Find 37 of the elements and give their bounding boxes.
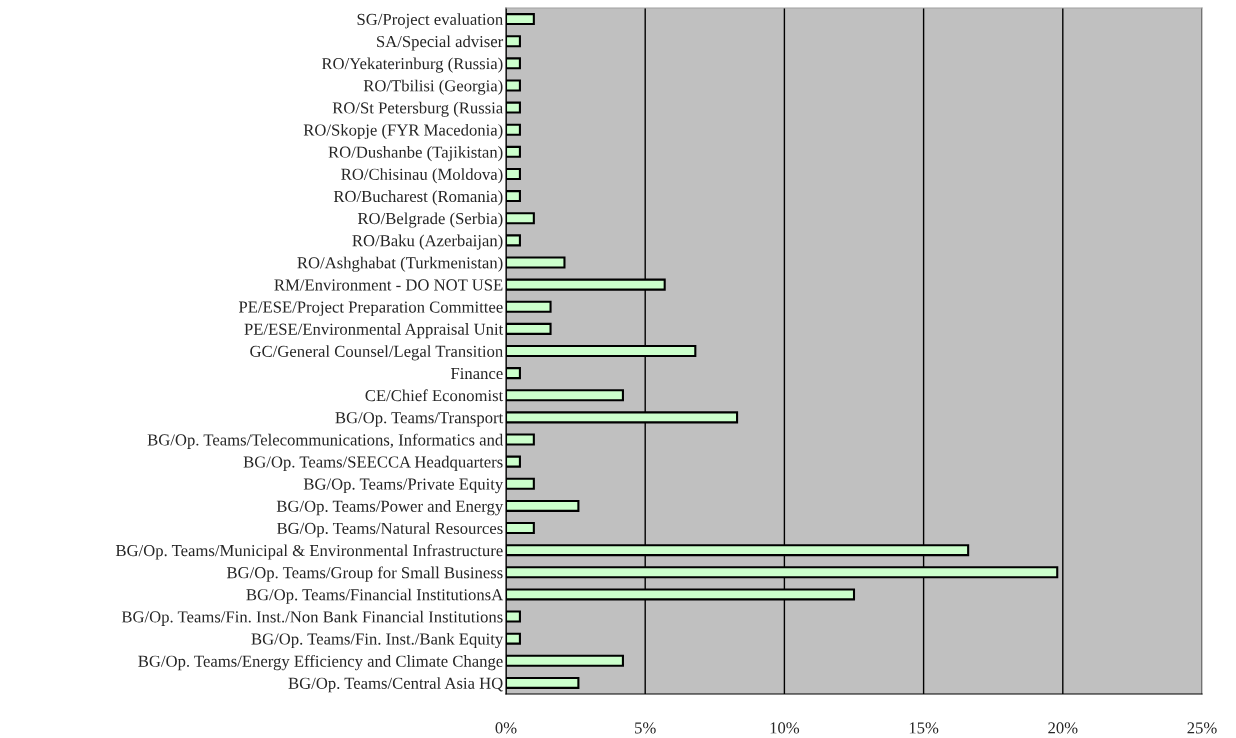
y-tick-label: SA/Special adviser: [377, 35, 504, 51]
y-tick-label: RO/Dushanbe (Tajikistan): [328, 146, 503, 162]
y-tick-label: BG/Op. Teams/Fin. Inst./Non Bank Financial Institutions: [121, 610, 503, 626]
x-tick-label: 20%: [1048, 722, 1078, 734]
x-tick-label: 25%: [1187, 722, 1217, 734]
y-tick-label: BG/Op. Teams/Central Asia HQ: [288, 677, 503, 693]
x-tick-label: 15%: [909, 722, 939, 734]
x-tick-label: 10%: [770, 722, 800, 734]
y-tick-label: PE/ESE/Environmental Appraisal Unit: [244, 323, 504, 339]
y-tick-label: GC/General Counsel/Legal Transition: [250, 345, 503, 361]
y-tick-label: BG/Op. Teams/Energy Efficiency and Climate Change: [138, 654, 503, 671]
y-tick-label: BG/Op. Teams/Financial InstitutionsA: [246, 588, 504, 604]
y-tick-label: RO/Skopje (FYR Macedonia): [303, 123, 503, 140]
y-tick-label: BG/Op. Teams/Private Equity: [303, 478, 504, 494]
y-tick-label: BG/Op. Teams/Municipal & Environmental Infrastructure: [115, 544, 503, 560]
y-tick-label: BG/Op. Teams/Group for Small Business: [226, 566, 503, 582]
x-tick-label: 0%: [495, 722, 517, 734]
y-tick-label: BG/Op. Teams/Power and Energy: [276, 500, 504, 516]
y-tick-label: BG/Op. Teams/Telecommunications, Informatics and: [147, 433, 504, 449]
y-tick-label: RO/Chisinau (Moldova): [341, 168, 503, 184]
y-tick-label: CE/Chief Economist: [365, 389, 504, 402]
y-tick-label: RO/Belgrade (Serbia): [357, 212, 503, 228]
y-tick-label: BG/Op. Teams/SEECCA Headquarters: [243, 455, 503, 471]
y-tick-label: BG/Op. Teams/Fin. Inst./Bank Equity: [251, 632, 504, 649]
y-tick-label: SG/Project evaluation: [357, 13, 503, 29]
y-tick-label: RO/Baku (Azerbaijan): [352, 234, 503, 250]
y-tick-label: RO/Bucharest (Romania): [333, 190, 503, 206]
y-tick-label: BG/Op. Teams/Natural Resources: [276, 522, 503, 538]
y-tick-label: PE/ESE/Project Preparation Committee: [238, 301, 503, 317]
y-tick-label: RO/Ashghabat (Turkmenistan): [297, 256, 503, 272]
y-tick-label: RM/Environment - DO NOT USE: [274, 279, 503, 291]
y-tick-label: RO/Yekaterinburg (Russia): [321, 57, 503, 73]
y-tick-label: Finance: [450, 367, 503, 380]
y-tick-label: RO/Tbilisi (Georgia): [363, 79, 503, 95]
y-tick-label: BG/Op. Teams/Transport: [335, 412, 504, 427]
x-tick-label: 5%: [635, 722, 656, 734]
y-tick-label: RO/St Petersburg (Russia: [332, 101, 503, 117]
